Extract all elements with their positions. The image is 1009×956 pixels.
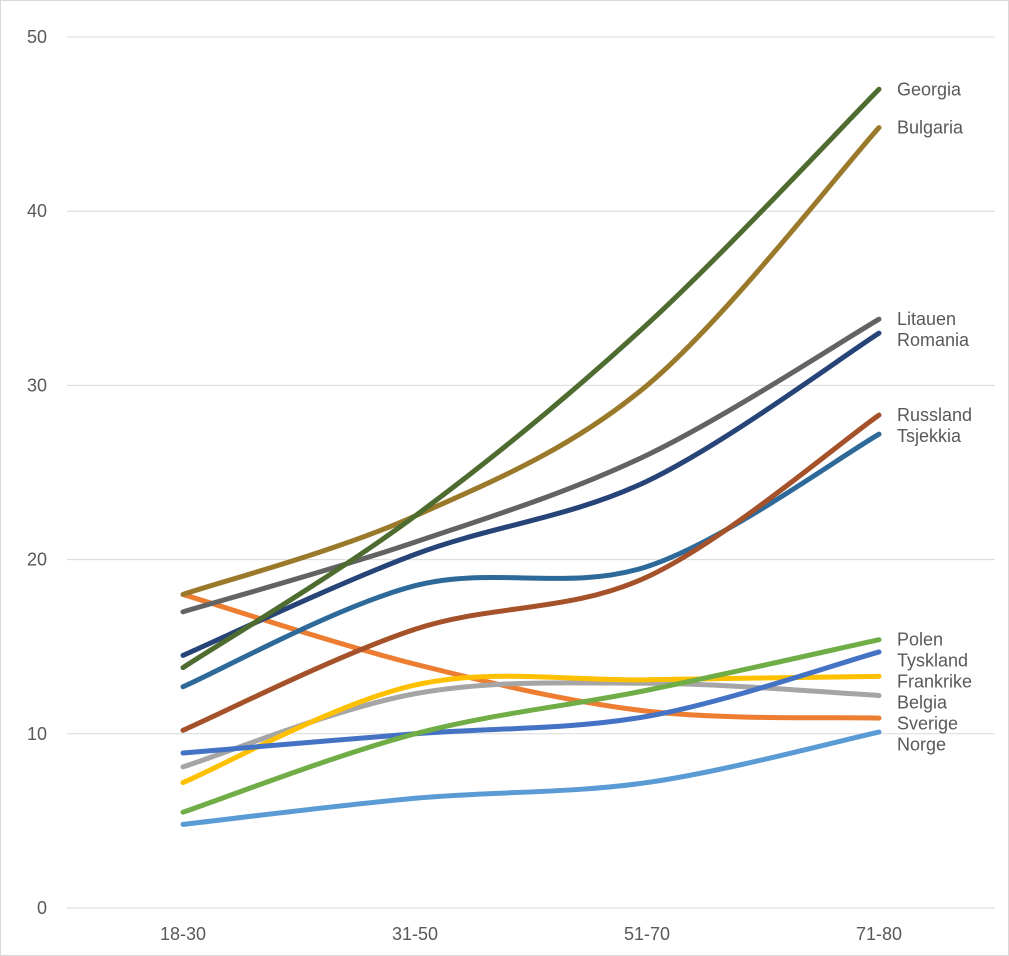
series-label-romania: Romania (897, 330, 970, 350)
series-lines (180, 86, 882, 827)
y-axis-ticks: 0 10 20 30 40 50 (27, 27, 47, 918)
series-line-russland (180, 412, 882, 733)
x-axis-ticks: 18-30 31-50 51-70 71-80 (160, 924, 902, 944)
series-label-polen: Polen (897, 630, 943, 650)
y-tick-label: 10 (27, 724, 47, 744)
series-line-bulgaria (180, 125, 882, 597)
series-line-georgia (180, 86, 882, 671)
y-tick-label: 40 (27, 201, 47, 221)
series-line-romania (180, 330, 882, 658)
series-line-litauen (180, 316, 882, 615)
y-tick-label: 0 (37, 898, 47, 918)
series-label-belgia: Belgia (897, 693, 948, 713)
series-line-tsjekkia (180, 431, 882, 690)
series-line-norge (180, 729, 882, 827)
series-line-sverige (180, 591, 882, 721)
series-line-frankrike (180, 673, 882, 786)
gridlines (67, 36, 995, 909)
series-label-frankrike: Frankrike (897, 672, 972, 692)
series-label-sverige: Sverige (897, 714, 958, 734)
series-label-tsjekkia: Tsjekkia (897, 426, 962, 446)
series-line-belgia (180, 680, 882, 770)
series-line-tyskland (180, 649, 882, 756)
x-tick-label: 31-50 (392, 924, 438, 944)
series-label-tyskland: Tyskland (897, 651, 968, 671)
y-tick-label: 50 (27, 27, 47, 47)
series-label-norge: Norge (897, 735, 946, 755)
x-tick-label: 71-80 (856, 924, 902, 944)
series-label-litauen: Litauen (897, 309, 956, 329)
series-label-georgia: Georgia (897, 79, 962, 99)
series-label-bulgaria: Bulgaria (897, 118, 964, 138)
y-tick-label: 30 (27, 375, 47, 395)
y-tick-label: 20 (27, 550, 47, 570)
series-label-russland: Russland (897, 405, 972, 425)
x-tick-label: 18-30 (160, 924, 206, 944)
x-tick-label: 51-70 (624, 924, 670, 944)
series-line-polen (180, 637, 882, 815)
